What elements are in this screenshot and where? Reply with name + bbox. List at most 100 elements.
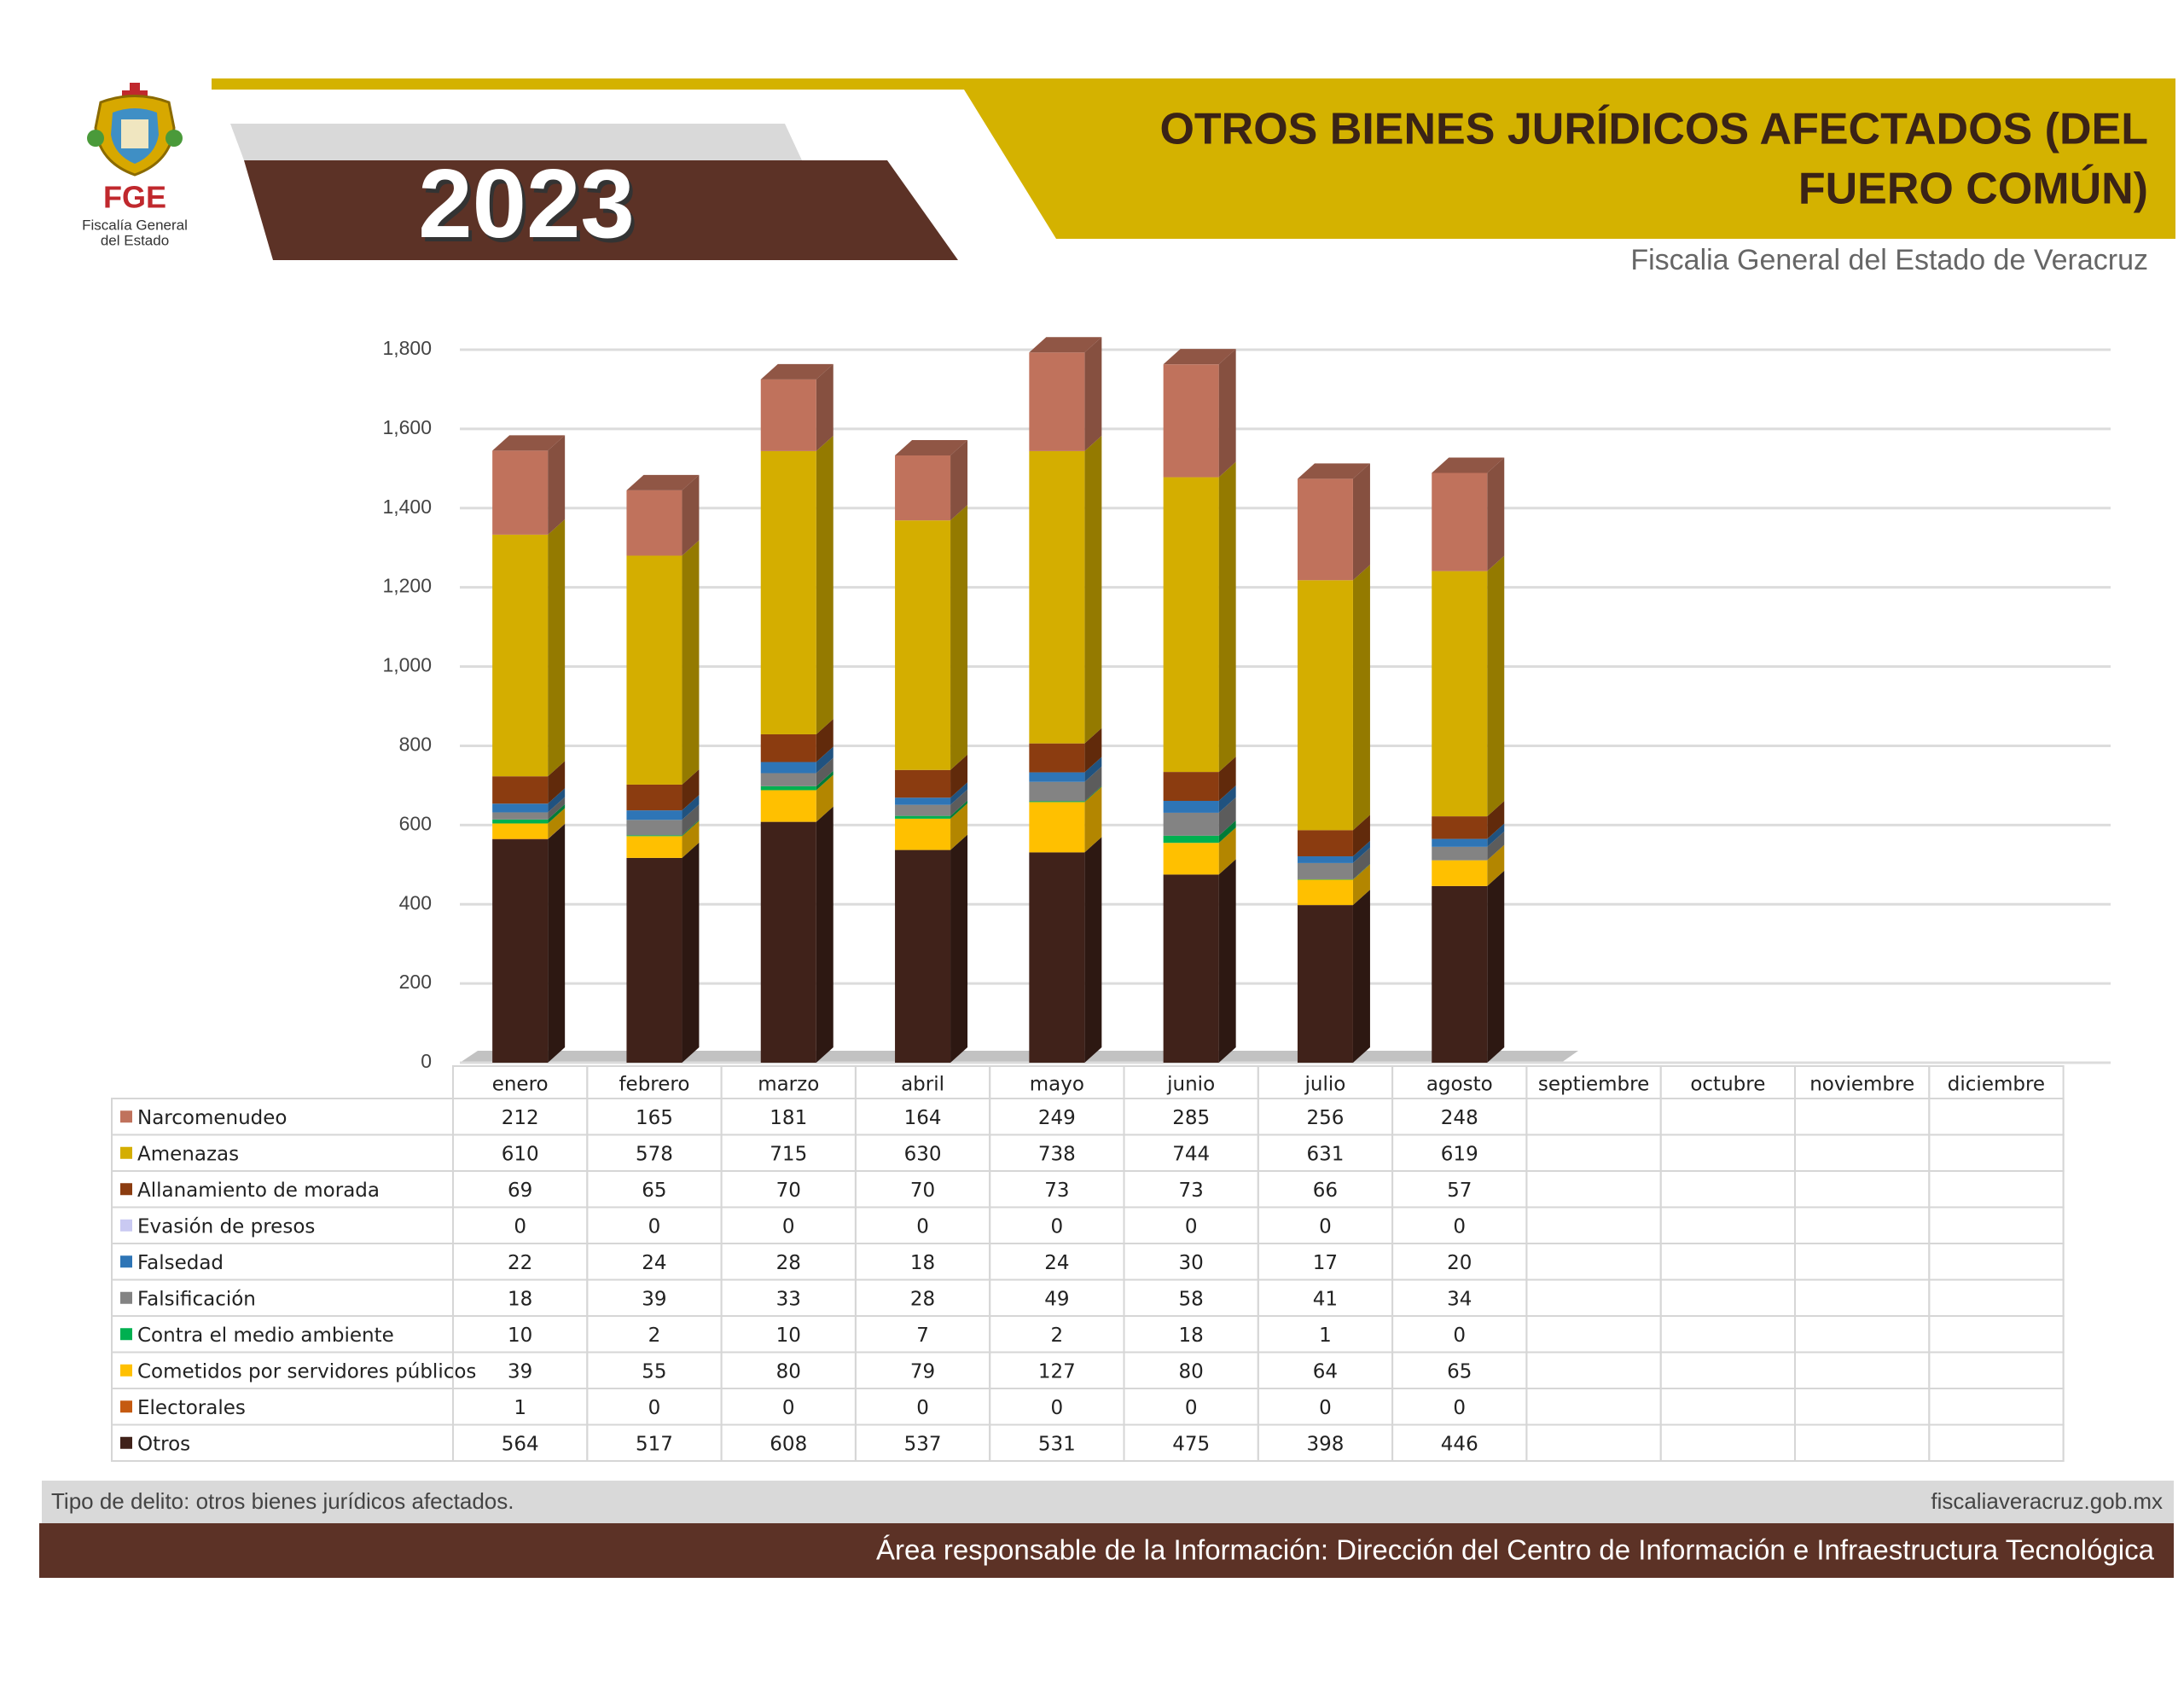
table-value: 738 [1038, 1143, 1076, 1165]
legend-swatch [120, 1400, 132, 1413]
bar-side [816, 806, 834, 1063]
bar-side [1084, 728, 1102, 773]
bar-side [1487, 823, 1505, 847]
table-value: 57 [1447, 1180, 1472, 1202]
bar-segment [1297, 879, 1353, 906]
bar-side [1352, 847, 1370, 879]
table-cell [1659, 1065, 1796, 1462]
bar-segment [1432, 885, 1488, 1063]
y-tick-label: 1,800 [382, 337, 432, 359]
table-value: 24 [642, 1252, 666, 1274]
table-value: 41 [1313, 1288, 1338, 1310]
bar-segment [1029, 801, 1085, 803]
bar-side [1352, 815, 1370, 857]
legend-swatch [120, 1219, 132, 1232]
bar-side [682, 842, 700, 1063]
bar-segment [1432, 571, 1488, 817]
table-value: 249 [1038, 1107, 1076, 1129]
bar-side [1352, 463, 1370, 581]
bar-top [492, 435, 566, 451]
bar-top [1432, 457, 1505, 473]
bar-side [950, 505, 968, 770]
y-tick-label: 600 [399, 812, 432, 834]
bar-segment [1432, 472, 1488, 571]
footer-note: Tipo de delito: otros bienes jurídicos a… [51, 1488, 514, 1514]
bar-side [1218, 859, 1236, 1063]
bar-top [1163, 349, 1236, 365]
table-value: 55 [642, 1360, 666, 1383]
bar-side [950, 789, 968, 816]
bar-segment [492, 839, 549, 1063]
legend-swatch [120, 1110, 132, 1123]
bar-side [950, 754, 968, 798]
bar-segment [760, 786, 816, 791]
bar-segment [895, 804, 951, 816]
bar-top [760, 363, 834, 380]
bar-segment [760, 773, 816, 786]
bar-segment [760, 821, 816, 1063]
legend-label: Evasión de presos [137, 1215, 315, 1238]
bar-segment [1297, 862, 1353, 879]
legend-label: Amenazas [137, 1143, 239, 1165]
bar-segment [895, 769, 951, 798]
table-value: 64 [1313, 1360, 1338, 1383]
table-row [111, 1278, 2065, 1317]
table-value: 1 [1319, 1325, 1332, 1347]
logo [87, 83, 183, 177]
table-value: 285 [1172, 1107, 1210, 1129]
table-value: 73 [1044, 1180, 1069, 1202]
table-value: 65 [1447, 1360, 1472, 1383]
table-value: 70 [910, 1180, 935, 1202]
table-value: 610 [502, 1143, 539, 1165]
legend-swatch [120, 1364, 132, 1377]
x-tick-label: octubre [1690, 1074, 1765, 1096]
bar-segment [1297, 830, 1353, 857]
footer-responsible: Área responsable de la Información: Dire… [876, 1534, 2155, 1566]
table-value: 80 [1179, 1360, 1204, 1383]
table-row [111, 1206, 2065, 1244]
year-shadow: 2023 [421, 154, 638, 263]
bar-segment [895, 815, 951, 819]
bar-side [1084, 837, 1102, 1063]
table-value: 398 [1306, 1433, 1344, 1455]
x-tick-label: diciembre [1948, 1074, 2045, 1096]
bar-top [1029, 337, 1102, 353]
table-value: 0 [1453, 1397, 1466, 1419]
bar-side [682, 474, 700, 556]
bar-segment [626, 490, 682, 556]
table-row [111, 1388, 2065, 1426]
bar-segment [895, 455, 951, 521]
table-value: 24 [1044, 1252, 1069, 1274]
table-value: 7 [916, 1325, 929, 1347]
table-value: 66 [1313, 1180, 1338, 1202]
bar-segment [1432, 860, 1488, 886]
footer-url: fiscaliaveracruz.gob.mx [1931, 1488, 2163, 1514]
legend-label: Electorales [137, 1397, 246, 1419]
x-tick-label: marzo [758, 1074, 819, 1096]
bar-segment [626, 820, 682, 836]
table-value: 79 [910, 1360, 935, 1383]
year-banner [244, 160, 958, 260]
bar-segment [626, 810, 682, 820]
table-value: 475 [1172, 1433, 1210, 1455]
table-value: 165 [636, 1107, 673, 1129]
bar-side [682, 540, 700, 785]
table-row [111, 1243, 2065, 1281]
table-value: 619 [1441, 1143, 1478, 1165]
bar-segment [1432, 846, 1488, 861]
legend-swatch [120, 1183, 132, 1196]
gray-strip [230, 124, 802, 160]
table-value: 164 [904, 1107, 942, 1129]
bar-segment [895, 520, 951, 770]
table-value: 70 [776, 1180, 801, 1202]
table-value: 39 [508, 1360, 532, 1383]
bar-side [1487, 801, 1505, 839]
legend-label: Contra el medio ambiente [137, 1325, 394, 1347]
table-value: 0 [1051, 1215, 1064, 1238]
bar-segment [1029, 772, 1085, 782]
legend-label: Allanamiento de morada [137, 1180, 380, 1202]
table-value: 0 [1051, 1397, 1064, 1419]
legend-swatch [120, 1146, 132, 1159]
